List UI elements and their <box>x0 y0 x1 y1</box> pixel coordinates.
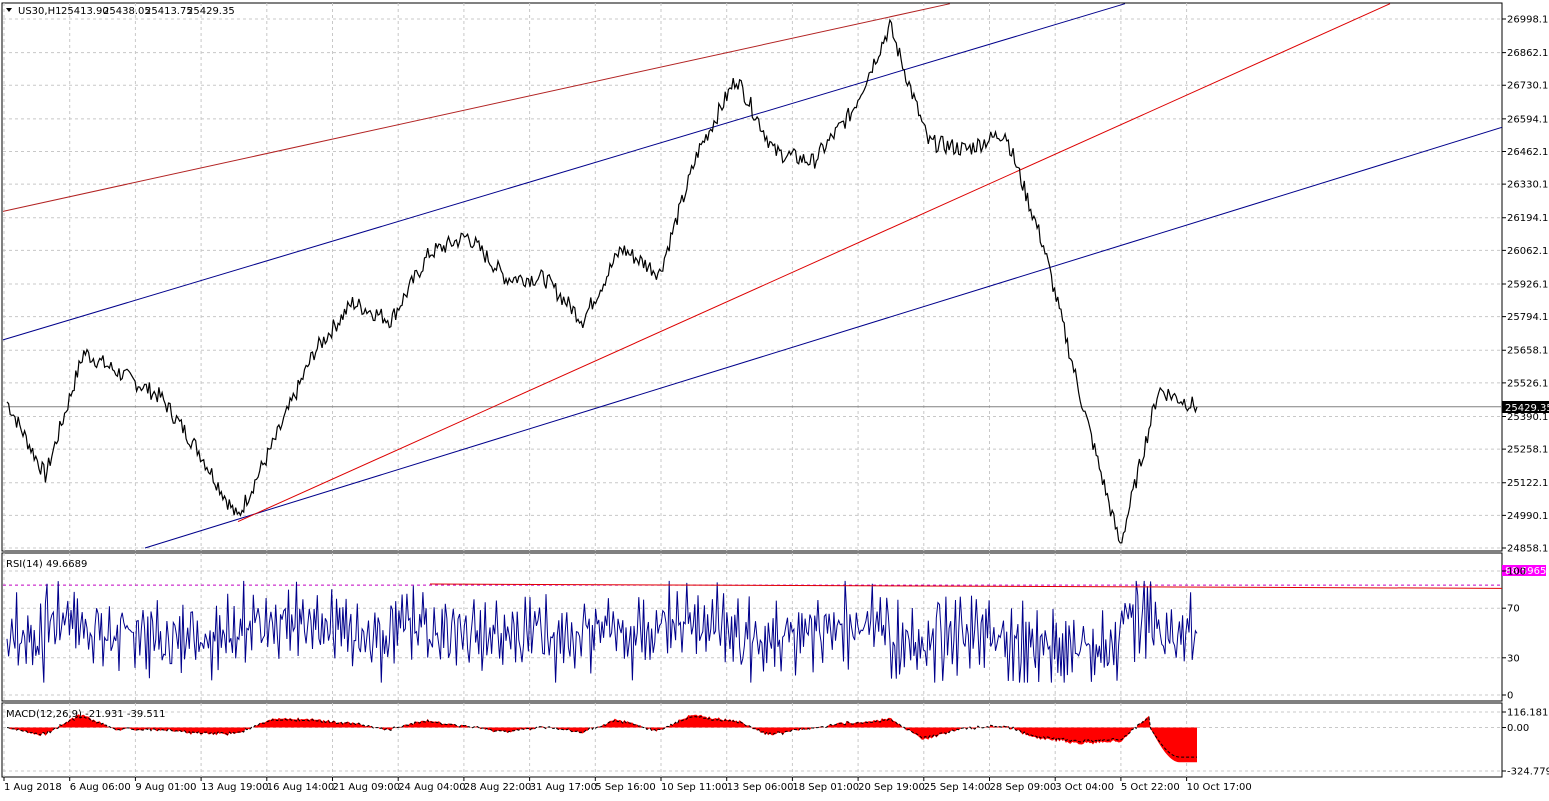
time-tick-label: 13 Aug 19:00 <box>201 782 268 793</box>
rsi-marker-label: 88.5965 <box>1505 566 1546 577</box>
time-tick-label: 10 Sep 11:00 <box>661 782 728 793</box>
price-axis: 26998.10 26862.10 26730.10 26594.10 26462.10… <box>1502 15 1549 555</box>
time-tick-label: 6 Aug 06:00 <box>70 782 131 793</box>
time-tick-label: 1 Aug 2018 <box>4 782 62 793</box>
price-tick-label: 25794.10 <box>1507 312 1549 323</box>
macd-label: MACD(12,26,9) -21.931 -39.511 <box>6 709 166 720</box>
time-tick-label: 16 Aug 14:00 <box>267 782 334 793</box>
macd-tick-label: 116.181 <box>1507 708 1548 719</box>
price-tick-label: 26462.10 <box>1507 147 1549 158</box>
price-tick-label: 24990.10 <box>1507 511 1549 522</box>
price-tick-label: 25926.10 <box>1507 279 1549 290</box>
macd-tick-label: -324.779 <box>1507 767 1549 778</box>
red-channel-upper[interactable] <box>2 3 951 212</box>
price-tick-label: 26998.10 <box>1507 15 1549 26</box>
rsi-tick-label: 30 <box>1507 653 1520 664</box>
time-tick-label: 5 Sep 16:00 <box>595 782 655 793</box>
time-tick-label: 28 Aug 22:00 <box>464 782 531 793</box>
rsi-axis: 100 70 30 0 <box>1502 567 1526 702</box>
macd-axis: 116.181 0.00 -324.779 <box>1502 708 1549 778</box>
rsi-tick-label: 0 <box>1507 691 1513 702</box>
rsi-trend-line[interactable] <box>429 583 1503 589</box>
current-price-label: 25429.35 <box>1505 403 1549 414</box>
open-value: 25413.90 <box>61 6 109 17</box>
symbol-label: US30,H1 <box>18 6 61 17</box>
price-tick-label: 26330.10 <box>1507 180 1549 191</box>
time-tick-label: 10 Oct 17:00 <box>1187 782 1252 793</box>
red-channel-lower[interactable] <box>237 3 1391 523</box>
price-tick-label: 25526.10 <box>1507 378 1549 389</box>
blue-channel-upper[interactable] <box>2 3 1126 341</box>
dropdown-triangle-icon[interactable] <box>6 8 12 12</box>
time-tick-label: 31 Aug 17:00 <box>530 782 597 793</box>
chart-header: US30,H1 25413.90 25438.05 25413.75 25429… <box>6 6 235 17</box>
rsi-tick-label: 70 <box>1507 604 1520 615</box>
time-tick-label: 9 Aug 01:00 <box>135 782 196 793</box>
price-tick-label: 26194.10 <box>1507 213 1549 224</box>
price-tick-label: 25122.10 <box>1507 478 1549 489</box>
high-value: 25438.05 <box>103 6 151 17</box>
rsi-series-line <box>6 580 1198 683</box>
price-tick-label: 25658.10 <box>1507 346 1549 357</box>
price-tick-label: 26062.10 <box>1507 246 1549 257</box>
time-axis: 1 Aug 2018 6 Aug 06:00 9 Aug 01:00 13 Aug 1… <box>3 777 1252 793</box>
price-series-line <box>6 18 1198 544</box>
time-tick-label: 3 Oct 04:00 <box>1055 782 1114 793</box>
macd-histogram <box>7 714 1197 763</box>
time-tick-label: 24 Aug 04:00 <box>398 782 465 793</box>
price-tick-label: 26730.10 <box>1507 81 1549 92</box>
time-tick-label: 18 Sep 01:00 <box>792 782 859 793</box>
time-tick-label: 21 Aug 09:00 <box>333 782 400 793</box>
price-tick-label: 25390.10 <box>1507 412 1549 423</box>
price-tick-label: 24858.10 <box>1507 544 1549 555</box>
macd-tick-label: 0.00 <box>1507 723 1529 734</box>
rsi-marker-tag: 88.5965 <box>1502 565 1546 577</box>
price-tick-label: 26862.10 <box>1507 48 1549 59</box>
macd-pane[interactable] <box>1 702 1503 778</box>
close-value: 25429.35 <box>187 6 235 17</box>
rsi-label: RSI(14) 49.6689 <box>6 559 87 570</box>
time-tick-label: 28 Sep 09:00 <box>990 782 1057 793</box>
current-price-tag: 25429.35 <box>1502 401 1549 414</box>
rsi-tick-label: 100 <box>1507 567 1526 578</box>
time-tick-label: 5 Oct 22:00 <box>1121 782 1180 793</box>
price-tick-label: 26594.10 <box>1507 114 1549 125</box>
time-tick-label: 13 Sep 06:00 <box>727 782 794 793</box>
blue-channel-lower[interactable] <box>144 126 1503 549</box>
low-value: 25413.75 <box>145 6 193 17</box>
time-tick-label: 20 Sep 19:00 <box>858 782 925 793</box>
time-tick-label: 25 Sep 14:00 <box>924 782 991 793</box>
macd-signal-line <box>6 715 1197 758</box>
main-pane[interactable] <box>1 2 1503 552</box>
price-tick-label: 25258.10 <box>1507 445 1549 456</box>
